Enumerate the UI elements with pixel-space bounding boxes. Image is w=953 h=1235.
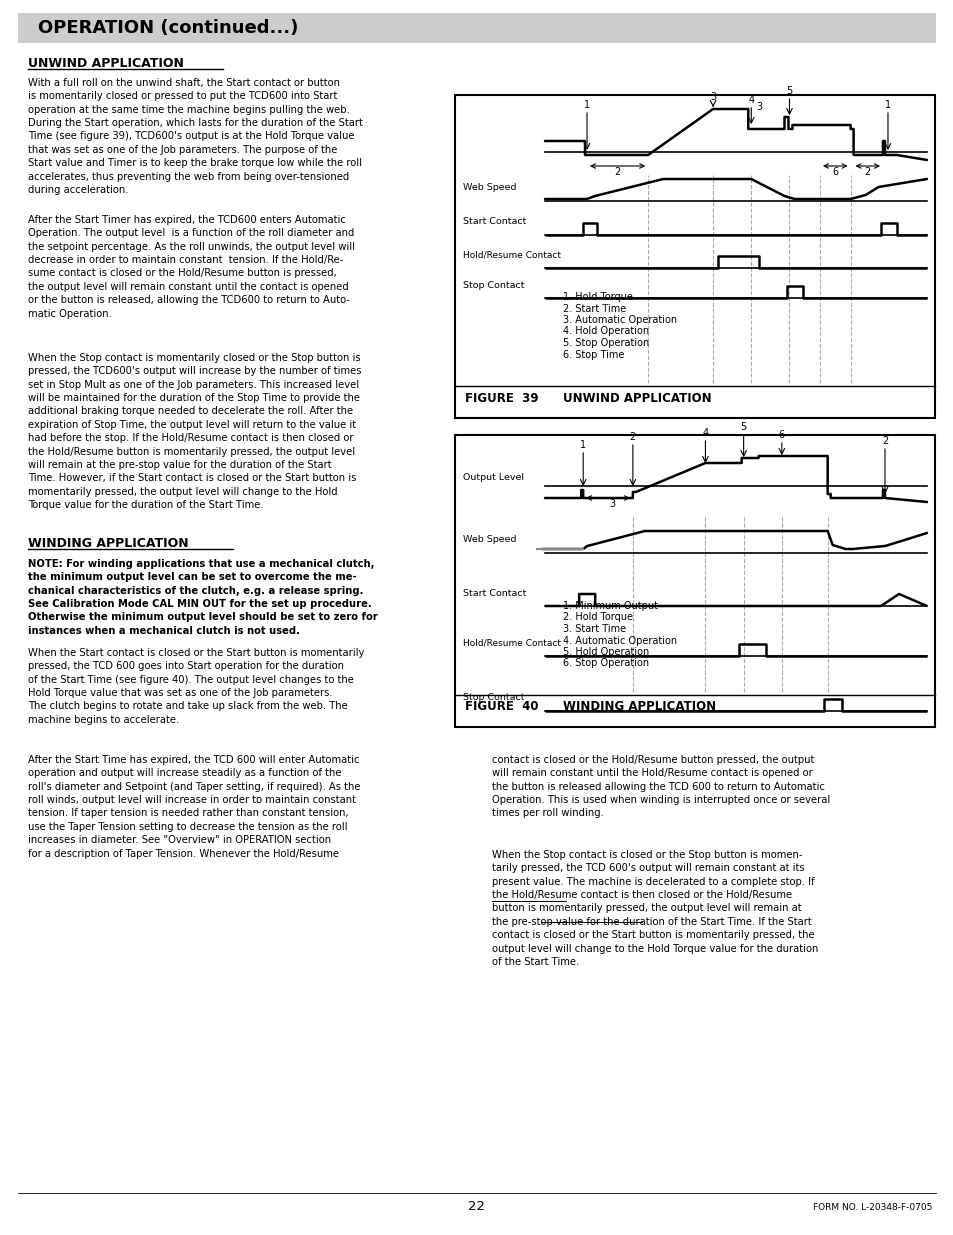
Text: FIGURE  39: FIGURE 39 bbox=[464, 391, 537, 405]
Text: 1: 1 bbox=[884, 100, 890, 110]
Text: 6: 6 bbox=[778, 430, 784, 440]
Text: 2: 2 bbox=[863, 167, 870, 177]
Text: 5. Stop Operation: 5. Stop Operation bbox=[562, 338, 649, 348]
Text: 2: 2 bbox=[629, 432, 636, 442]
Text: 1: 1 bbox=[583, 100, 590, 110]
Text: Hold/Resume Contact: Hold/Resume Contact bbox=[462, 638, 560, 647]
Text: Stop Contact: Stop Contact bbox=[462, 280, 524, 289]
Text: NOTE: For winding applications that use a mechanical clutch,
the minimum output : NOTE: For winding applications that use … bbox=[28, 559, 377, 636]
Text: 1: 1 bbox=[579, 440, 586, 450]
Text: UNWIND APPLICATION: UNWIND APPLICATION bbox=[28, 57, 184, 70]
Text: Web Speed: Web Speed bbox=[462, 184, 516, 193]
Text: After the Start Timer has expired, the TCD600 enters Automatic
Operation. The ou: After the Start Timer has expired, the T… bbox=[28, 215, 355, 319]
Text: 1. Hold Torque: 1. Hold Torque bbox=[562, 291, 632, 303]
Bar bbox=[455, 95, 934, 417]
Text: FIGURE  40: FIGURE 40 bbox=[464, 700, 537, 714]
Text: When the Stop contact is closed or the Stop button is momen-
tarily pressed, the: When the Stop contact is closed or the S… bbox=[492, 850, 818, 967]
Text: OPERATION (continued...): OPERATION (continued...) bbox=[38, 19, 298, 37]
Text: FORM NO. L-20348-F-0705: FORM NO. L-20348-F-0705 bbox=[812, 1203, 931, 1212]
Text: 2: 2 bbox=[881, 436, 887, 446]
Text: WINDING APPLICATION: WINDING APPLICATION bbox=[562, 700, 716, 714]
Text: 3: 3 bbox=[709, 91, 716, 103]
Text: 5: 5 bbox=[740, 422, 746, 432]
Text: 6. Stop Time: 6. Stop Time bbox=[562, 350, 623, 359]
Text: 4. Automatic Operation: 4. Automatic Operation bbox=[562, 636, 677, 646]
Bar bbox=[455, 435, 934, 727]
Text: contact is closed or the Hold/Resume button pressed, the output
will remain cons: contact is closed or the Hold/Resume but… bbox=[492, 755, 829, 819]
Text: Output Level: Output Level bbox=[462, 473, 523, 482]
Text: 3. Automatic Operation: 3. Automatic Operation bbox=[562, 315, 677, 325]
Text: 4: 4 bbox=[701, 429, 708, 438]
Text: Stop Contact: Stop Contact bbox=[462, 694, 524, 703]
Text: 3: 3 bbox=[608, 499, 615, 509]
Text: 4: 4 bbox=[747, 95, 754, 105]
Text: 6: 6 bbox=[831, 167, 838, 177]
Text: 2: 2 bbox=[614, 167, 620, 177]
Text: 2. Start Time: 2. Start Time bbox=[562, 304, 625, 314]
Text: 5: 5 bbox=[785, 86, 792, 96]
Text: 1. Minimum Output: 1. Minimum Output bbox=[562, 601, 658, 611]
Text: After the Start Time has expired, the TCD 600 will enter Automatic
operation and: After the Start Time has expired, the TC… bbox=[28, 755, 360, 858]
Text: WINDING APPLICATION: WINDING APPLICATION bbox=[28, 537, 189, 550]
Text: With a full roll on the unwind shaft, the Start contact or button
is momentarily: With a full roll on the unwind shaft, th… bbox=[28, 78, 362, 195]
Text: Start Contact: Start Contact bbox=[462, 589, 526, 598]
Text: Web Speed: Web Speed bbox=[462, 536, 516, 545]
Text: When the Start contact is closed or the Start button is momentarily
pressed, the: When the Start contact is closed or the … bbox=[28, 648, 364, 725]
Text: 4. Hold Operation: 4. Hold Operation bbox=[562, 326, 648, 336]
Text: 22: 22 bbox=[468, 1200, 485, 1214]
Text: 5. Hold Operation: 5. Hold Operation bbox=[562, 647, 649, 657]
Text: Hold/Resume Contact: Hold/Resume Contact bbox=[462, 251, 560, 259]
Text: 3. Start Time: 3. Start Time bbox=[562, 624, 625, 634]
Text: 3: 3 bbox=[756, 103, 761, 112]
Bar bbox=[18, 14, 935, 43]
Text: 6. Stop Operation: 6. Stop Operation bbox=[562, 658, 648, 668]
Text: 2. Hold Torque: 2. Hold Torque bbox=[562, 613, 633, 622]
Text: Start Contact: Start Contact bbox=[462, 217, 526, 226]
Text: When the Stop contact is momentarily closed or the Stop button is
pressed, the T: When the Stop contact is momentarily clo… bbox=[28, 353, 361, 510]
Text: UNWIND APPLICATION: UNWIND APPLICATION bbox=[562, 391, 711, 405]
